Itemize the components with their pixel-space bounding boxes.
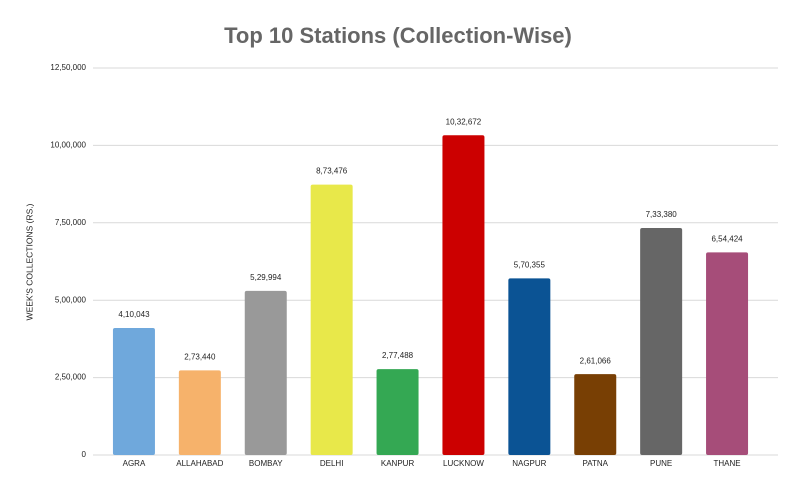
value-label: 4,10,043: [118, 310, 150, 319]
y-tick-label: 10,00,000: [50, 141, 86, 150]
y-tick-label: 5,00,000: [55, 295, 87, 304]
bar: [376, 369, 419, 455]
value-label: 2,61,066: [580, 356, 612, 365]
value-label: 8,73,476: [316, 167, 348, 176]
bar: [442, 135, 485, 456]
value-label: 6,54,424: [711, 234, 743, 243]
value-label: 5,29,994: [250, 273, 282, 282]
y-tick-label: 2,50,000: [55, 373, 87, 382]
bar: [244, 290, 287, 455]
x-tick-label: KANPUR: [381, 459, 415, 468]
x-tick-label: DELHI: [320, 459, 344, 468]
x-tick-label: NAGPUR: [512, 459, 546, 468]
bar: [112, 328, 155, 455]
x-tick-label: AGRA: [123, 459, 146, 468]
bar: [574, 374, 617, 455]
x-tick-label: PUNE: [650, 459, 672, 468]
value-label: 7,33,380: [646, 210, 678, 219]
bar: [508, 278, 551, 455]
x-tick-label: THANE: [713, 459, 740, 468]
bar: [640, 227, 683, 455]
y-axis-label: WEEK'S COLLECTIONS (RS.): [24, 203, 34, 320]
y-tick-label: 12,50,000: [50, 63, 86, 72]
x-tick-label: PATNA: [583, 459, 609, 468]
bar: [706, 252, 749, 455]
x-tick-label: BOMBAY: [249, 459, 283, 468]
bar: [178, 370, 221, 455]
bar: [310, 184, 353, 455]
value-label: 2,77,488: [382, 351, 414, 360]
y-tick-label: 7,50,000: [55, 218, 87, 227]
x-tick-label: LUCKNOW: [443, 459, 484, 468]
value-label: 2,73,440: [184, 352, 216, 361]
x-tick-label: ALLAHABAD: [176, 459, 223, 468]
value-label: 10,32,672: [446, 117, 482, 126]
y-tick-label: 0: [82, 450, 87, 459]
value-label: 5,70,355: [514, 261, 546, 270]
chart-title: Top 10 Stations (Collection-Wise): [224, 23, 572, 48]
